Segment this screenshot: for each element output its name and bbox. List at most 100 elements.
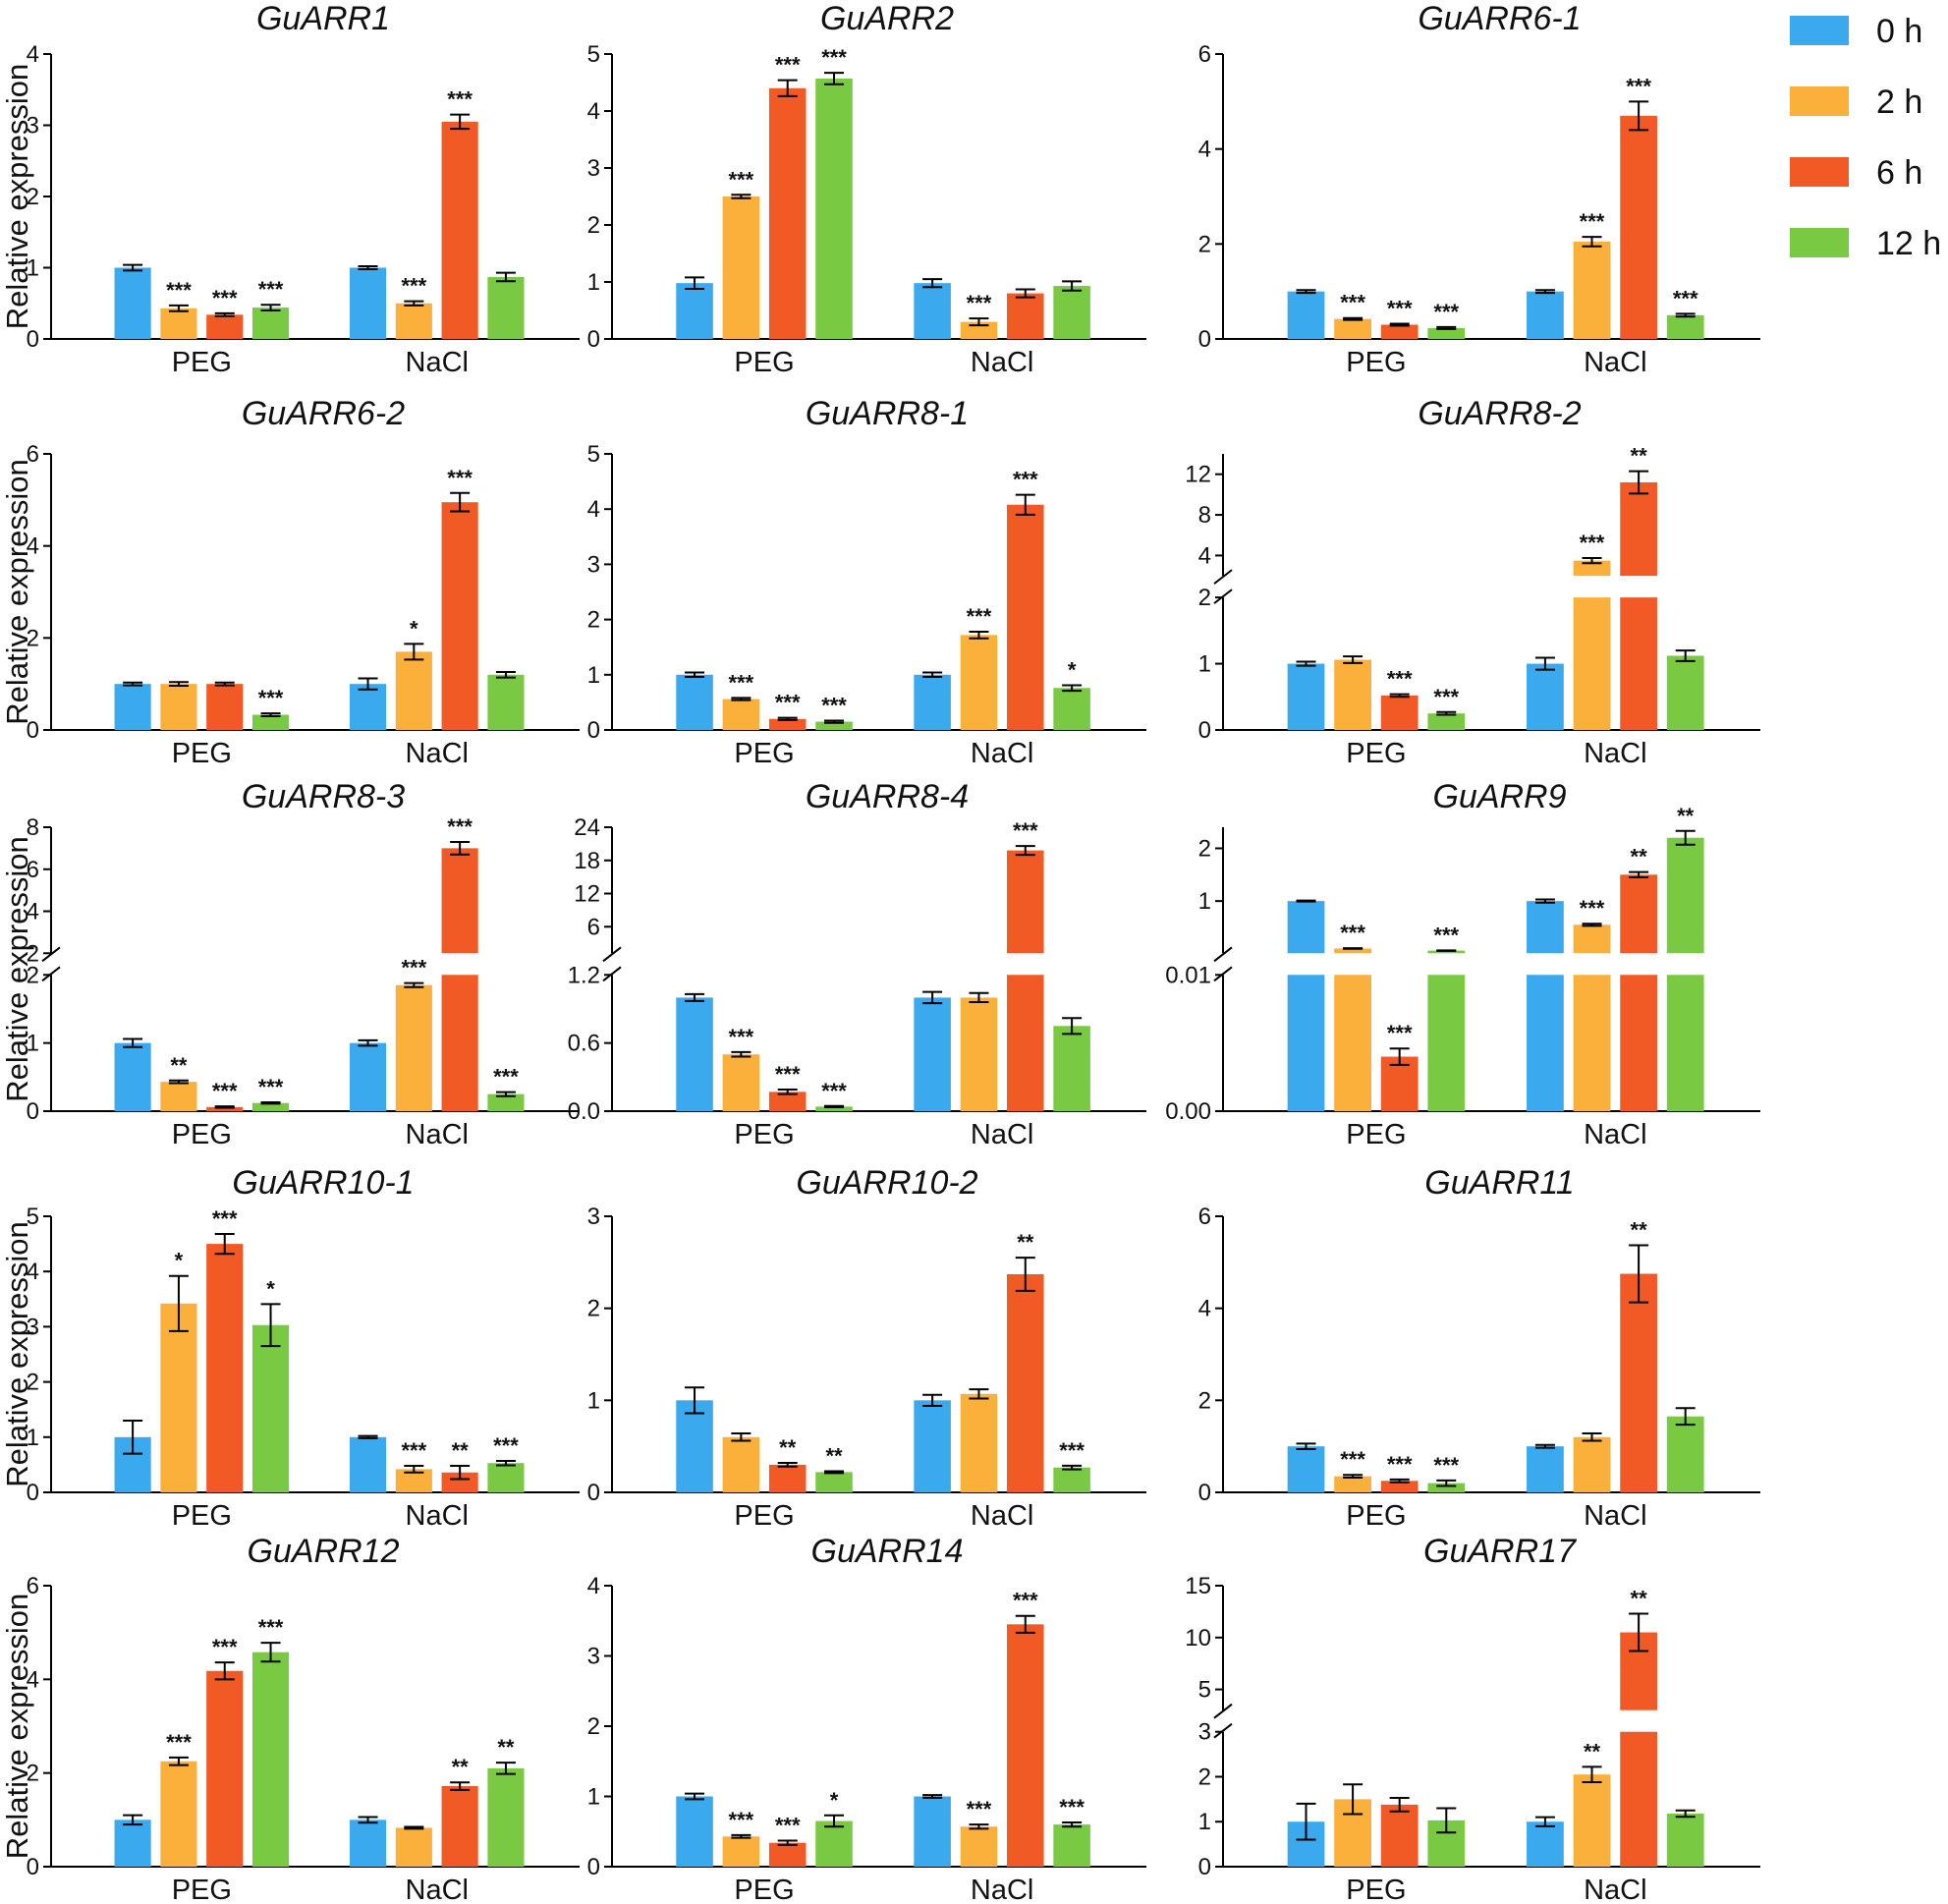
bar xyxy=(815,1106,853,1111)
bar xyxy=(1427,327,1466,339)
bar xyxy=(114,1042,151,1111)
bar xyxy=(441,502,478,730)
y-tick-label: 4 xyxy=(1198,137,1211,163)
significance-label: ** xyxy=(1017,1230,1034,1255)
bar xyxy=(768,1464,807,1492)
bar xyxy=(349,684,387,730)
bar xyxy=(160,308,197,339)
legend: 0 h 2 h 6 h 12 h xyxy=(1790,13,1941,262)
significance-label: *** xyxy=(493,1065,519,1090)
significance-label: *** xyxy=(401,274,426,299)
bar xyxy=(768,718,807,730)
y-tick-label: 1 xyxy=(27,1425,39,1451)
y-tick-label: 4 xyxy=(27,1666,39,1693)
y-tick-label: 6 xyxy=(1198,1204,1211,1230)
bar xyxy=(815,721,853,730)
significance-label: *** xyxy=(166,278,192,303)
y-tick-label: 4 xyxy=(27,1259,39,1285)
significance-label: *** xyxy=(258,686,284,710)
group-label-peg: PEG xyxy=(734,738,794,769)
y-axis-label: Relative expression xyxy=(0,459,34,725)
y-tick-label: 2 xyxy=(27,940,39,967)
bar xyxy=(487,674,525,730)
y-tick-label: 0 xyxy=(587,1854,600,1880)
significance-label: *** xyxy=(1433,1453,1459,1478)
y-tick-label: 6 xyxy=(27,857,39,883)
significance-label: *** xyxy=(258,277,284,302)
axis-break-mark xyxy=(1213,1703,1233,1719)
bar xyxy=(395,303,432,339)
significance-label: *** xyxy=(447,466,473,490)
bar xyxy=(1380,324,1419,339)
y-tick-label: 2 xyxy=(1198,1387,1211,1414)
y-tick-label: 4 xyxy=(1198,1296,1211,1322)
y-tick-label: 2 xyxy=(587,212,600,239)
y-tick-label: 6 xyxy=(27,1573,39,1599)
bar xyxy=(676,1400,713,1492)
bar xyxy=(722,1436,760,1492)
group-label-peg: PEG xyxy=(1346,1875,1406,1904)
significance-label: ** xyxy=(1631,444,1648,469)
bar xyxy=(914,1400,951,1492)
group-label-peg: PEG xyxy=(1346,347,1406,378)
bar xyxy=(114,684,151,730)
significance-label: *** xyxy=(166,1730,192,1755)
group-label-nacl: NaCl xyxy=(971,738,1033,769)
bar xyxy=(206,314,244,339)
panel-guarr6-1: GuARR6-1 0 2 4 6 PEG *** *** *** NaCl *** *** *** xyxy=(1198,0,1760,378)
bar xyxy=(722,196,760,339)
bar xyxy=(487,1093,525,1111)
bar xyxy=(395,984,432,1111)
bar-upper xyxy=(1573,560,1611,577)
significance-label: *** xyxy=(212,1079,238,1103)
significance-label: *** xyxy=(1580,896,1605,921)
bar xyxy=(349,1436,387,1492)
significance-label: *** xyxy=(1340,291,1365,315)
group-label-nacl: NaCl xyxy=(406,1875,469,1904)
panel-title: GuARR8-3 xyxy=(242,778,405,815)
bar xyxy=(1053,688,1090,730)
bar xyxy=(1380,695,1419,730)
y-tick-label: 15 xyxy=(1185,1573,1211,1599)
bar xyxy=(395,651,432,730)
group-label-nacl: NaCl xyxy=(406,1500,469,1532)
bar xyxy=(251,308,290,339)
bar xyxy=(1527,291,1564,339)
y-tick-label: 6 xyxy=(1198,41,1211,68)
bar xyxy=(1527,1821,1564,1867)
y-tick-label: 0.01 xyxy=(1165,962,1211,988)
bar xyxy=(160,1082,197,1111)
y-axis-label: Relative expression xyxy=(0,1221,34,1487)
bar xyxy=(768,87,807,339)
bar-upper xyxy=(1527,901,1564,954)
y-tick-label: 24 xyxy=(574,814,600,841)
significance-label: *** xyxy=(1433,923,1459,947)
significance-label: *** xyxy=(775,53,801,78)
bar-lower xyxy=(1287,975,1325,1111)
group-label-nacl: NaCl xyxy=(406,1119,469,1150)
bar xyxy=(815,1820,853,1867)
significance-label: *** xyxy=(258,1075,284,1099)
panel-title: GuARR10-2 xyxy=(796,1164,977,1202)
significance-label: ** xyxy=(1631,1587,1648,1611)
y-tick-label: 1.2 xyxy=(568,962,600,988)
y-tick-label: 5 xyxy=(27,1204,39,1230)
y-tick-label: 0.6 xyxy=(568,1031,600,1057)
y-tick-label: 12 xyxy=(1185,462,1211,488)
y-tick-label: 3 xyxy=(587,155,600,182)
y-tick-label: 0 xyxy=(587,717,600,744)
group-label-peg: PEG xyxy=(734,1119,794,1150)
y-axis-label: Relative expression xyxy=(0,64,34,330)
significance-label: * xyxy=(1068,657,1077,682)
legend-swatch xyxy=(1790,157,1849,187)
bar xyxy=(251,1652,290,1867)
significance-label: ** xyxy=(825,1443,843,1468)
bar xyxy=(1527,663,1564,730)
group-label-nacl: NaCl xyxy=(971,1500,1033,1532)
y-tick-label: 0 xyxy=(1198,1854,1211,1880)
bar xyxy=(1666,1416,1704,1492)
bar xyxy=(251,1102,290,1111)
y-tick-label: 10 xyxy=(1185,1625,1211,1652)
